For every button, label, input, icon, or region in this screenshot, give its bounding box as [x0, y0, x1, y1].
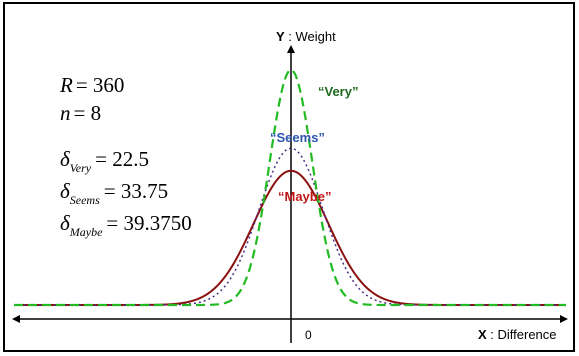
param-n: n = 8 [60, 101, 101, 125]
series-label-maybe: “Maybe” [278, 189, 331, 204]
series-line-very [14, 68, 566, 307]
param-delta-maybe: δMaybe = 39.3750 [60, 211, 192, 239]
series-label-very: “Very” [318, 84, 358, 99]
series-curves [14, 68, 566, 307]
param-delta-very: δVery = 22.5 [60, 147, 149, 175]
y-axis-label: Y : Weight [276, 29, 336, 44]
y-axis-arrow-up [287, 45, 295, 53]
x-axis-arrow-right [560, 315, 568, 323]
chart-frame [3, 2, 575, 352]
parameter-list: R = 360 n = 8 δVery = 22.5 δSeems = 33.75 δM… [59, 73, 192, 239]
series-label-seems: “Seems” [270, 130, 325, 145]
x-tick-label-0: 0 [305, 328, 312, 342]
param-r: R = 360 [59, 73, 124, 97]
x-axis-label: X : Difference [478, 327, 557, 342]
x-axis-arrow-left [12, 315, 20, 323]
param-delta-seems: δSeems = 33.75 [60, 179, 168, 207]
